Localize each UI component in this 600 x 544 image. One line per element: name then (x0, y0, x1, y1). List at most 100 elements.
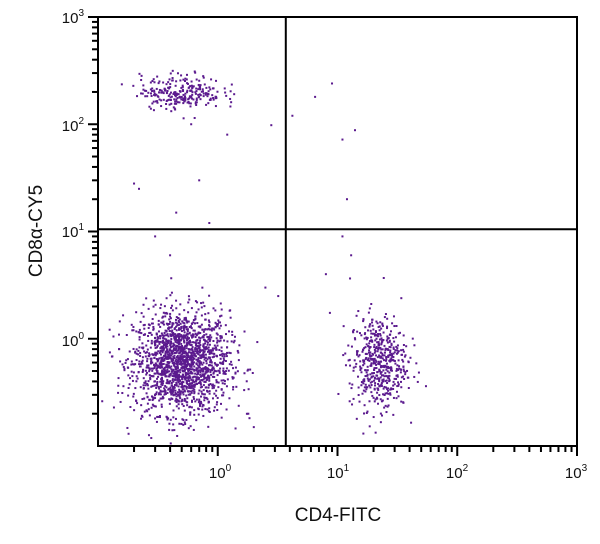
data-point (168, 348, 171, 351)
data-point (377, 388, 380, 391)
data-point (204, 93, 207, 96)
data-point (139, 386, 142, 389)
data-point (219, 367, 222, 370)
data-point (185, 334, 188, 337)
data-point (208, 336, 211, 339)
data-point (376, 377, 379, 380)
data-point (157, 330, 160, 333)
data-point (181, 352, 184, 355)
data-point (216, 409, 219, 412)
data-point (146, 348, 149, 351)
data-point (379, 334, 382, 337)
data-point (218, 371, 221, 374)
data-point (235, 385, 238, 388)
data-point (170, 384, 173, 387)
data-point (181, 376, 184, 379)
data-point (152, 328, 155, 331)
data-point (364, 383, 367, 386)
data-point (168, 318, 171, 321)
data-point (174, 335, 177, 338)
data-point (183, 309, 186, 312)
data-point (165, 91, 168, 94)
data-point (195, 380, 198, 383)
data-point (201, 363, 204, 366)
data-point (360, 384, 363, 387)
data-point (415, 362, 418, 365)
data-point (173, 354, 176, 357)
data-point (222, 360, 225, 363)
data-point (126, 366, 129, 369)
data-point (377, 387, 380, 390)
data-point (382, 380, 385, 383)
data-point (169, 86, 172, 89)
data-point (193, 380, 196, 383)
data-point (186, 101, 189, 104)
data-point (167, 417, 170, 420)
data-point (147, 364, 150, 367)
data-point (166, 99, 169, 102)
data-point (120, 83, 123, 86)
data-point (219, 337, 222, 340)
data-point (165, 386, 168, 389)
data-point (157, 393, 160, 396)
data-point (167, 382, 170, 385)
data-point (390, 387, 393, 390)
data-point (386, 348, 389, 351)
data-point (158, 342, 161, 345)
data-point (164, 344, 167, 347)
data-point (197, 392, 200, 395)
data-point (180, 355, 183, 358)
data-point (156, 384, 159, 387)
data-point (182, 327, 185, 330)
data-point (215, 354, 218, 357)
data-point (371, 321, 374, 324)
data-point (152, 375, 155, 378)
data-point (117, 377, 120, 380)
data-point (196, 345, 199, 348)
data-point (119, 360, 122, 363)
data-point (400, 349, 403, 352)
data-point (385, 358, 388, 361)
data-point (166, 339, 169, 342)
data-point (204, 380, 207, 383)
data-point (140, 74, 143, 77)
data-point (191, 379, 194, 382)
data-point (155, 368, 158, 371)
data-point (157, 319, 160, 322)
data-point (184, 326, 187, 329)
data-point (112, 406, 115, 409)
data-point (172, 372, 175, 375)
data-point (183, 318, 186, 321)
data-point (409, 356, 412, 359)
data-point (173, 338, 176, 341)
data-point (121, 363, 124, 366)
data-point (201, 328, 204, 331)
data-point (178, 313, 181, 316)
data-point (191, 368, 194, 371)
data-point (147, 408, 150, 411)
data-point (164, 372, 167, 375)
data-point (163, 354, 166, 357)
data-point (386, 341, 389, 344)
data-point (170, 91, 173, 94)
data-point (219, 324, 222, 327)
data-point (195, 382, 198, 385)
data-point (362, 360, 365, 363)
data-point (173, 91, 176, 94)
data-point (187, 320, 190, 323)
data-point (207, 374, 210, 377)
data-point (156, 415, 159, 418)
data-point (196, 376, 199, 379)
data-point (150, 94, 153, 97)
data-point (194, 315, 197, 318)
data-point (178, 341, 181, 344)
data-point (403, 370, 406, 373)
data-point (373, 379, 376, 382)
data-point (231, 330, 234, 333)
data-point (187, 370, 190, 373)
data-point (145, 371, 148, 374)
data-point (390, 369, 393, 372)
data-point (149, 81, 152, 84)
data-point (365, 371, 368, 374)
data-point (202, 349, 205, 352)
